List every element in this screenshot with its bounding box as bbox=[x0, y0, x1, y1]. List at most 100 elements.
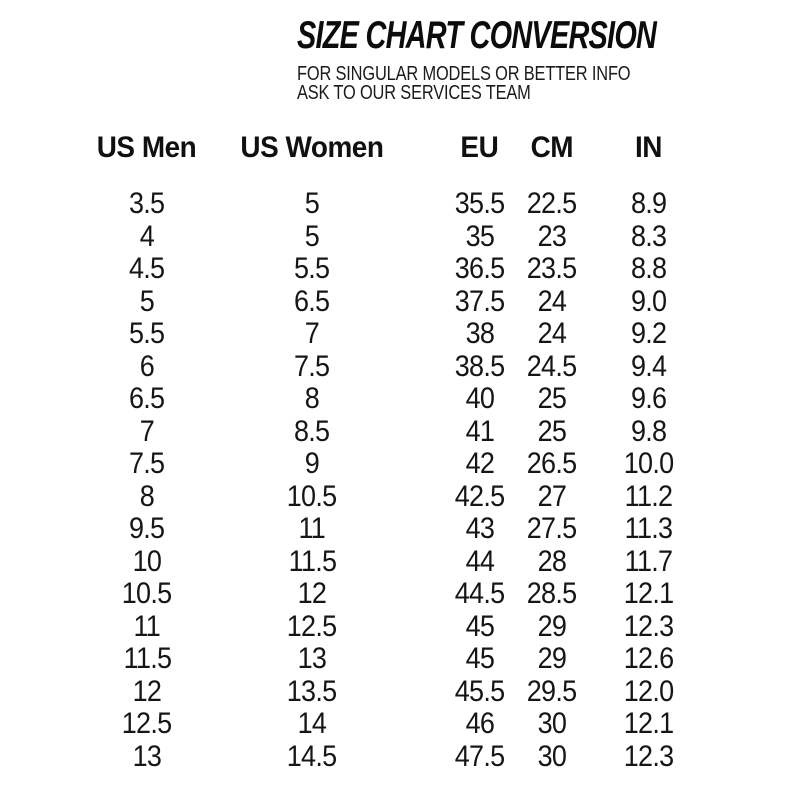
table-cell: 5 bbox=[304, 219, 320, 253]
table-cell: 42 bbox=[465, 447, 494, 481]
table-cell: 14 bbox=[297, 707, 327, 741]
table-cell: 12.5 bbox=[122, 707, 172, 741]
table-cell: 29.5 bbox=[527, 674, 577, 708]
table-cell: 9.4 bbox=[630, 349, 667, 383]
table-cell: 35.5 bbox=[454, 187, 505, 221]
table-cell: 4.5 bbox=[129, 252, 165, 286]
table-cell: 6 bbox=[139, 349, 155, 383]
table-cell: 35 bbox=[465, 219, 494, 253]
column-header-eu: EU bbox=[460, 131, 499, 164]
subtitle-line-1: FOR SINGULAR MODELS OR BETTER INFO bbox=[297, 63, 631, 85]
table-cell: 47.5 bbox=[454, 739, 505, 773]
table-cell: 8.9 bbox=[630, 187, 667, 221]
table-cell: 9.6 bbox=[630, 382, 667, 416]
table-cell: 23.5 bbox=[527, 252, 577, 286]
table-cell: 12.1 bbox=[623, 707, 674, 741]
table-cell: 43 bbox=[465, 512, 494, 546]
table-cell: 7.5 bbox=[294, 349, 330, 383]
table-cell: 37.5 bbox=[454, 284, 505, 318]
table-cell: 12.6 bbox=[623, 642, 674, 676]
table-cell: 30 bbox=[537, 707, 567, 741]
table-cell: 10.0 bbox=[623, 447, 674, 481]
table-cell: 12.3 bbox=[623, 609, 674, 643]
table-cell: 10.5 bbox=[122, 577, 172, 611]
table-cell: 8.8 bbox=[630, 252, 667, 286]
table-cell: 11.2 bbox=[624, 479, 673, 513]
table-cell: 9.2 bbox=[630, 317, 667, 351]
table-cell: 5 bbox=[304, 187, 320, 221]
table-cell: 9.8 bbox=[630, 414, 667, 448]
table-cell: 5 bbox=[139, 284, 155, 318]
table-cell: 10.5 bbox=[287, 479, 337, 513]
table-cell: 11.5 bbox=[288, 544, 336, 578]
table-cell: 42.5 bbox=[454, 479, 505, 513]
table-cell: 44.5 bbox=[454, 577, 505, 611]
table-cell: 40 bbox=[465, 382, 494, 416]
table-cell: 27.5 bbox=[527, 512, 577, 546]
table-cell: 5.5 bbox=[294, 252, 330, 286]
table-cell: 27 bbox=[537, 479, 567, 513]
subtitle-line-2: ASK TO OUR SERVICES TEAM bbox=[297, 82, 531, 104]
table-cell: 12.3 bbox=[623, 739, 674, 773]
table-cell: 38 bbox=[465, 317, 494, 351]
column-header-cm: CM bbox=[530, 131, 574, 164]
table-cell: 13 bbox=[132, 739, 162, 773]
table-cell: 9.5 bbox=[129, 512, 165, 546]
table-cell: 7 bbox=[139, 414, 155, 448]
table-cell: 28 bbox=[537, 544, 567, 578]
header-block: SIZE CHART CONVERSION FOR SINGULAR MODEL… bbox=[297, 14, 782, 104]
column-header-us-women: US Women bbox=[240, 131, 384, 164]
table-cell: 23 bbox=[537, 219, 567, 253]
table-cell: 13.5 bbox=[287, 674, 337, 708]
table-cell: 7.5 bbox=[129, 447, 165, 481]
table-cell: 45.5 bbox=[454, 674, 505, 708]
table-cell: 12 bbox=[297, 577, 327, 611]
page-subtitle: FOR SINGULAR MODELS OR BETTER INFO ASK T… bbox=[297, 63, 695, 104]
table-cell: 12.1 bbox=[623, 577, 674, 611]
table-cell: 9 bbox=[304, 447, 320, 481]
table-cell: 22.5 bbox=[527, 187, 577, 221]
table-cell: 14.5 bbox=[287, 739, 337, 773]
table-cell: 36.5 bbox=[454, 252, 505, 286]
table-cell: 41 bbox=[465, 414, 494, 448]
table-cell: 13 bbox=[297, 642, 327, 676]
table-cell: 3.5 bbox=[129, 187, 165, 221]
table-cell: 11 bbox=[298, 512, 326, 546]
table-cell: 11 bbox=[133, 609, 161, 643]
table-cell: 4 bbox=[139, 219, 155, 253]
table-cell: 8 bbox=[139, 479, 155, 513]
table-cell: 9.0 bbox=[630, 284, 667, 318]
column-header-in: IN bbox=[635, 131, 662, 164]
table-cell: 24 bbox=[537, 284, 567, 318]
table-cell: 45 bbox=[465, 642, 494, 676]
table-cell: 10 bbox=[132, 544, 162, 578]
table-cell: 8.3 bbox=[630, 219, 667, 253]
page-title: SIZE CHART CONVERSION bbox=[297, 14, 657, 57]
table-cell: 46 bbox=[465, 707, 494, 741]
table-cell: 26.5 bbox=[527, 447, 577, 481]
table-cell: 29 bbox=[537, 642, 567, 676]
table-cell: 44 bbox=[465, 544, 494, 578]
table-cell: 45 bbox=[465, 609, 494, 643]
table-cell: 12 bbox=[132, 674, 162, 708]
size-table: US Men US Women EU CM IN 3.5 5 35.5 22.5 8.9 4 5 35 2… bbox=[65, 133, 697, 773]
table-cell: 38.5 bbox=[454, 349, 505, 383]
table-cell: 11.3 bbox=[624, 512, 673, 546]
table-cell: 11.5 bbox=[123, 642, 171, 676]
table-cell: 7 bbox=[304, 317, 320, 351]
table-cell: 30 bbox=[537, 739, 567, 773]
table-cell: 29 bbox=[537, 609, 567, 643]
table-cell: 25 bbox=[537, 414, 567, 448]
table-cell: 12.5 bbox=[287, 609, 337, 643]
table-cell: 24.5 bbox=[527, 349, 577, 383]
table-cell: 8.5 bbox=[294, 414, 330, 448]
table-cell: 6.5 bbox=[294, 284, 330, 318]
table-cell: 11.7 bbox=[624, 544, 673, 578]
table-cell: 6.5 bbox=[129, 382, 165, 416]
table-cell: 24 bbox=[537, 317, 567, 351]
table-cell: 8 bbox=[304, 382, 320, 416]
table-cell: 28.5 bbox=[527, 577, 577, 611]
table-cell: 25 bbox=[537, 382, 567, 416]
table-cell: 5.5 bbox=[129, 317, 165, 351]
